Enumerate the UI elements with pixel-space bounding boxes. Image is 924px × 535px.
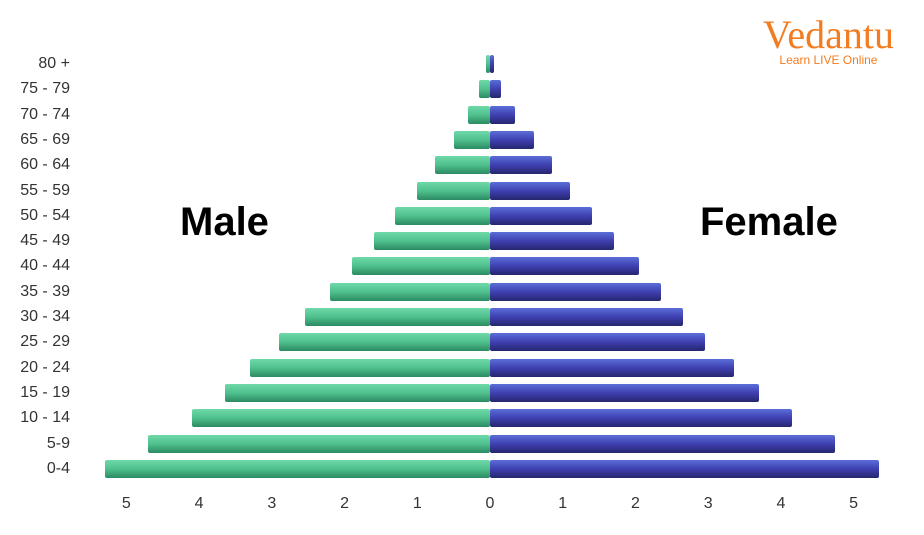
pyramid-row xyxy=(90,257,890,277)
female-bar xyxy=(490,333,705,351)
male-bar xyxy=(279,333,490,351)
female-bar xyxy=(490,131,534,149)
x-tick: 1 xyxy=(558,495,567,513)
male-bar xyxy=(395,207,490,225)
age-group-label: 45 - 49 xyxy=(15,232,70,250)
x-tick: 3 xyxy=(267,495,276,513)
female-bar xyxy=(490,257,639,275)
age-group-label: 65 - 69 xyxy=(15,131,70,149)
x-tick: 5 xyxy=(849,495,858,513)
age-group-label: 80 + xyxy=(15,55,70,73)
male-bar xyxy=(479,80,490,98)
pyramid-row xyxy=(90,80,890,100)
male-bar xyxy=(192,409,490,427)
x-tick: 2 xyxy=(631,495,640,513)
female-label: Female xyxy=(700,200,838,245)
female-bar xyxy=(490,106,515,124)
x-tick: 1 xyxy=(413,495,422,513)
age-group-label: 50 - 54 xyxy=(15,207,70,225)
bars-container xyxy=(90,55,890,485)
male-bar xyxy=(148,435,490,453)
pyramid-row xyxy=(90,359,890,379)
female-bar xyxy=(490,460,879,478)
male-bar xyxy=(417,182,490,200)
age-group-label: 30 - 34 xyxy=(15,308,70,326)
x-tick: 5 xyxy=(122,495,131,513)
pyramid-row xyxy=(90,308,890,328)
female-bar xyxy=(490,308,683,326)
x-tick: 3 xyxy=(704,495,713,513)
pyramid-row xyxy=(90,409,890,429)
x-tick: 2 xyxy=(340,495,349,513)
age-group-label: 15 - 19 xyxy=(15,384,70,402)
female-bar xyxy=(490,283,661,301)
pyramid-row xyxy=(90,106,890,126)
pyramid-row xyxy=(90,283,890,303)
female-bar xyxy=(490,359,734,377)
population-pyramid-chart xyxy=(90,55,890,485)
age-group-label: 35 - 39 xyxy=(15,283,70,301)
male-bar xyxy=(330,283,490,301)
logo-name: Vedantu xyxy=(763,15,894,55)
male-bar xyxy=(374,232,490,250)
pyramid-row xyxy=(90,156,890,176)
pyramid-row xyxy=(90,435,890,455)
female-bar xyxy=(490,435,835,453)
female-bar xyxy=(490,55,494,73)
female-bar xyxy=(490,80,501,98)
female-bar xyxy=(490,409,792,427)
male-label: Male xyxy=(180,200,269,245)
female-bar xyxy=(490,182,570,200)
x-axis: 5 4 3 2 1 0 1 2 3 4 5 xyxy=(90,495,890,525)
x-tick: 4 xyxy=(195,495,204,513)
age-group-label: 55 - 59 xyxy=(15,182,70,200)
pyramid-row xyxy=(90,55,890,75)
female-bar xyxy=(490,232,614,250)
age-group-label: 40 - 44 xyxy=(15,257,70,275)
age-group-label: 5-9 xyxy=(15,435,70,453)
pyramid-row xyxy=(90,182,890,202)
pyramid-row xyxy=(90,131,890,151)
female-bar xyxy=(490,207,592,225)
age-group-label: 25 - 29 xyxy=(15,333,70,351)
male-bar xyxy=(435,156,490,174)
x-tick: 4 xyxy=(776,495,785,513)
age-group-label: 70 - 74 xyxy=(15,106,70,124)
pyramid-row xyxy=(90,460,890,480)
pyramid-row xyxy=(90,333,890,353)
male-bar xyxy=(105,460,490,478)
male-bar xyxy=(352,257,490,275)
pyramid-row xyxy=(90,384,890,404)
age-group-label: 75 - 79 xyxy=(15,80,70,98)
male-bar xyxy=(250,359,490,377)
female-bar xyxy=(490,156,552,174)
female-bar xyxy=(490,384,759,402)
age-group-label: 0-4 xyxy=(15,460,70,478)
age-group-label: 60 - 64 xyxy=(15,156,70,174)
age-group-label: 20 - 24 xyxy=(15,359,70,377)
age-group-label: 10 - 14 xyxy=(15,409,70,427)
male-bar xyxy=(225,384,490,402)
male-bar xyxy=(454,131,490,149)
x-tick: 0 xyxy=(486,495,495,513)
male-bar xyxy=(468,106,490,124)
male-bar xyxy=(305,308,490,326)
